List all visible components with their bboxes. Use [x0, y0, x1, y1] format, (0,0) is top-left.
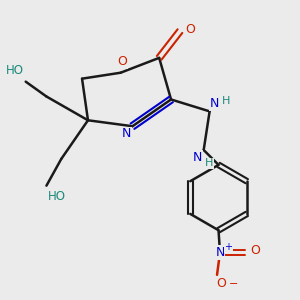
Text: N: N [209, 98, 219, 110]
Text: O: O [185, 23, 195, 36]
Text: HO: HO [6, 64, 24, 77]
Text: +: + [224, 242, 232, 252]
Text: O: O [217, 277, 226, 290]
Text: O: O [251, 244, 260, 257]
Text: O: O [117, 55, 127, 68]
Text: −: − [229, 279, 238, 289]
Text: H: H [205, 158, 213, 168]
Text: H: H [222, 96, 230, 106]
Text: HO: HO [48, 190, 66, 203]
Text: N: N [122, 127, 131, 140]
Text: N: N [193, 151, 203, 164]
Text: N: N [215, 246, 225, 259]
